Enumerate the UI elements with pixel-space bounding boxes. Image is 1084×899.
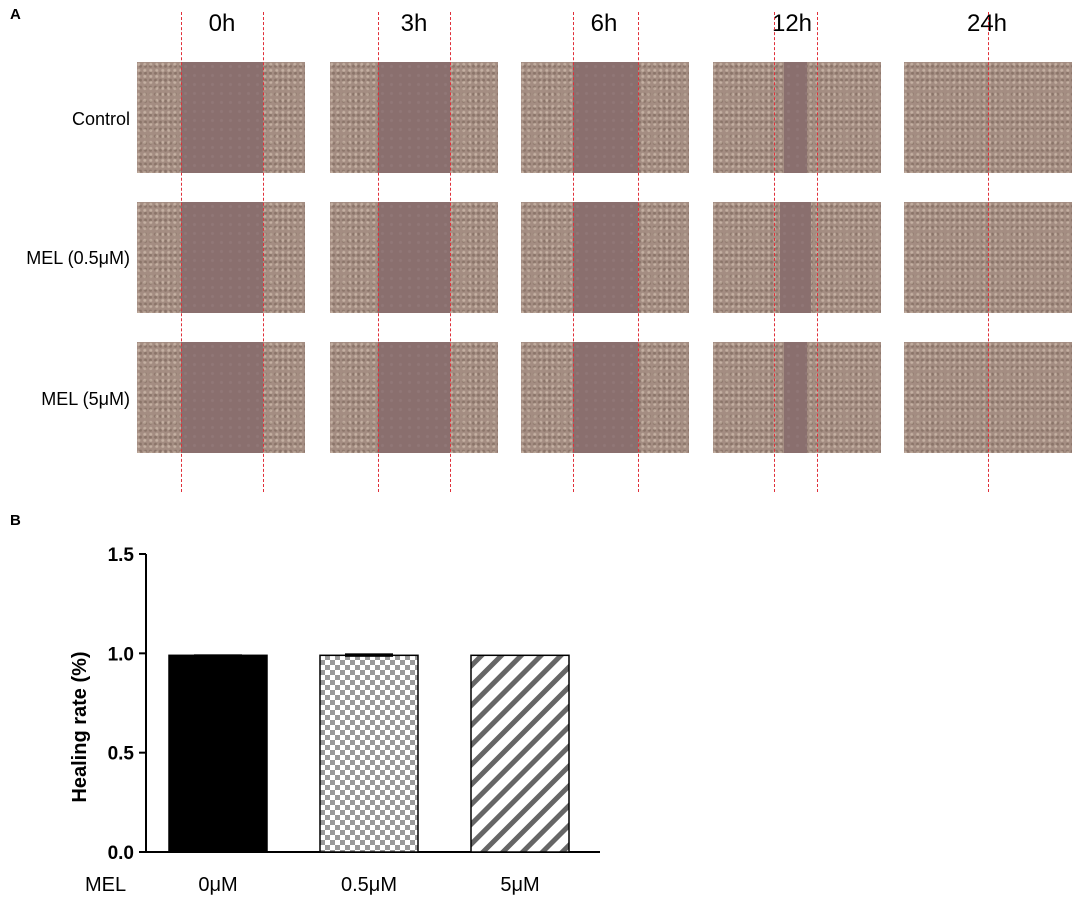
micrograph-tile <box>713 202 881 313</box>
bar-series <box>168 653 570 853</box>
y-tick-label: 0.5 <box>108 744 135 765</box>
bar-0μM <box>168 654 268 853</box>
red-guide-line <box>181 12 182 492</box>
time-label-0h: 0h <box>208 10 236 37</box>
micrograph-tile <box>330 342 498 453</box>
micrograph-tile <box>713 342 881 453</box>
wound-gap <box>573 342 638 453</box>
time-label-12h: 12h <box>771 10 813 37</box>
micrograph-tile <box>521 202 689 313</box>
wound-gap <box>181 62 263 173</box>
micrograph-tile <box>137 342 305 453</box>
x-tick-label: 5μM <box>500 874 539 896</box>
bar-chart: 0.0 0.5 1.0 1.5 0μM 0.5μM 5μM Healing rate (%… <box>69 545 600 896</box>
wound-gap <box>378 62 450 173</box>
y-tick-label: 1.5 <box>108 545 135 566</box>
micrograph-tile <box>330 62 498 173</box>
wound-gap <box>181 342 263 453</box>
x-group-label: MEL <box>85 874 126 896</box>
x-tick-label: 0.5μM <box>341 874 397 896</box>
y-tick-label: 0.0 <box>108 843 134 864</box>
red-guide-line <box>817 12 818 492</box>
wound-gap <box>573 202 638 313</box>
red-guide-line <box>573 12 574 492</box>
micrograph-tile <box>713 62 881 173</box>
wound-gap <box>780 202 811 313</box>
bar-0.5μM <box>319 654 419 853</box>
micrograph-tile <box>521 342 689 453</box>
micrograph-tile <box>137 62 305 173</box>
panel-b-letter: B <box>10 512 21 529</box>
row-label-mel-05: MEL (0.5μM) <box>26 248 130 268</box>
wound-gap <box>783 342 808 453</box>
red-guide-line <box>378 12 379 492</box>
error-bar <box>345 653 393 657</box>
red-guide-line <box>263 12 264 492</box>
y-tick-label: 1.0 <box>108 644 134 665</box>
red-guide-line <box>988 12 989 492</box>
wound-gap <box>573 62 638 173</box>
wound-gap <box>378 342 450 453</box>
error-bar <box>194 654 242 657</box>
x-tick-label: 0μM <box>198 874 237 896</box>
row-label-mel-5: MEL (5μM) <box>41 389 130 409</box>
wound-gap <box>181 202 263 313</box>
wound-gap <box>783 62 808 173</box>
time-label-6h: 6h <box>590 10 618 37</box>
red-guide-line <box>638 12 639 492</box>
time-label-24h: 24h <box>966 10 1008 37</box>
red-guide-line <box>774 12 775 492</box>
y-axis: 0.0 0.5 1.0 1.5 <box>108 545 147 864</box>
panel-a-letter: A <box>10 6 21 23</box>
micrograph-tile <box>521 62 689 173</box>
y-axis-title: Healing rate (%) <box>69 651 91 802</box>
row-label-control: Control <box>71 109 130 129</box>
micrograph-tile <box>137 202 305 313</box>
time-label-3h: 3h <box>400 10 428 37</box>
micrograph-tile <box>330 202 498 313</box>
red-guide-line <box>450 12 451 492</box>
x-axis: 0μM 0.5μM 5μM <box>146 851 600 896</box>
bar-5μM <box>470 654 570 853</box>
wound-gap <box>378 202 450 313</box>
